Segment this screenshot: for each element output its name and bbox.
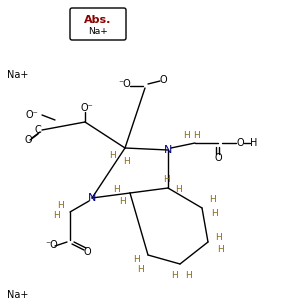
Text: H: H <box>53 212 60 221</box>
Text: H: H <box>57 201 63 209</box>
Text: Na+: Na+ <box>88 26 108 35</box>
Text: H: H <box>210 196 216 205</box>
Text: H: H <box>163 175 169 184</box>
Text: H: H <box>171 270 177 279</box>
Text: ⁻O: ⁻O <box>46 240 58 250</box>
Text: O: O <box>83 247 91 257</box>
Text: O: O <box>214 153 222 163</box>
Text: H: H <box>194 131 201 140</box>
Text: ⁻O: ⁻O <box>119 79 131 89</box>
Text: O⁻: O⁻ <box>25 110 38 120</box>
Text: Abs.: Abs. <box>84 15 112 25</box>
Text: H: H <box>136 265 143 274</box>
Text: H: H <box>250 138 258 148</box>
Text: H: H <box>217 245 223 254</box>
Text: N: N <box>88 193 96 203</box>
Text: H: H <box>113 184 119 193</box>
Text: Na+: Na+ <box>7 290 29 300</box>
FancyBboxPatch shape <box>70 8 126 40</box>
Text: C: C <box>35 125 41 135</box>
Text: O: O <box>159 75 167 85</box>
Text: H: H <box>216 233 222 241</box>
Text: O⁻: O⁻ <box>81 103 93 113</box>
Text: O: O <box>236 138 244 148</box>
Text: H: H <box>211 209 217 217</box>
Text: H: H <box>124 157 130 167</box>
Text: H: H <box>110 152 116 160</box>
Text: N: N <box>164 145 172 155</box>
Text: H: H <box>185 270 191 279</box>
Text: Na+: Na+ <box>7 70 29 80</box>
Text: H: H <box>133 254 139 264</box>
Text: O: O <box>24 135 32 145</box>
Text: H: H <box>183 131 190 140</box>
Text: H: H <box>175 185 181 194</box>
Text: H: H <box>119 197 125 205</box>
